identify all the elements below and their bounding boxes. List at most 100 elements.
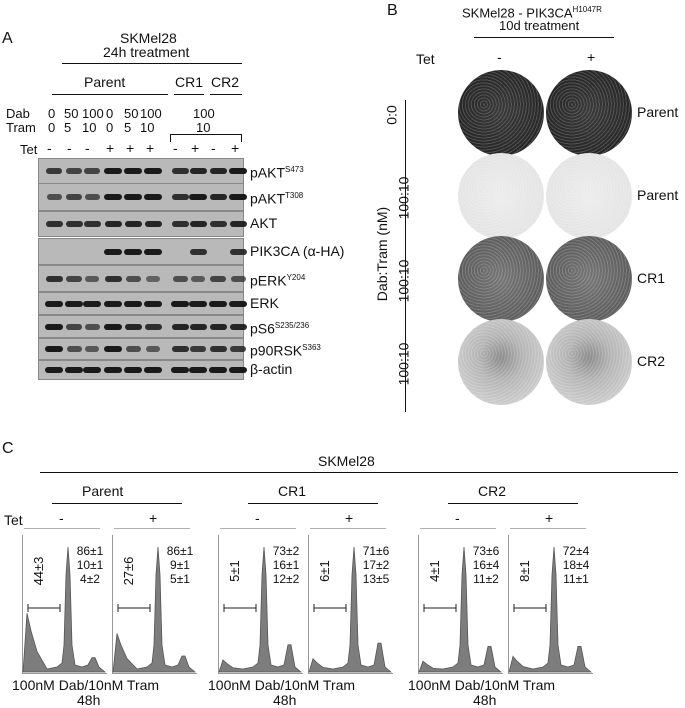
blot-band	[46, 168, 62, 174]
dab-value: 0	[48, 106, 56, 121]
subg1-gate	[313, 604, 347, 612]
blot-strip	[38, 265, 246, 292]
subg1-value: 44±3	[31, 556, 46, 586]
blot-band	[65, 367, 83, 373]
blot-label-sup: S473	[285, 165, 304, 174]
blot-band	[189, 221, 207, 227]
blot-band	[146, 346, 160, 352]
blot-band	[229, 221, 247, 227]
histogram-tet-line	[420, 528, 496, 529]
blot-band	[229, 367, 247, 373]
histogram-curve	[218, 546, 302, 673]
blot-band	[189, 194, 207, 200]
blot-label: pS6S235/236	[250, 319, 309, 336]
tram-value: 0	[106, 120, 114, 135]
blot-band	[45, 367, 63, 373]
dish-row-dose: 0:0	[383, 105, 400, 125]
blot-band	[124, 367, 142, 373]
blot-label-name: pAKT	[250, 164, 286, 181]
colony-dish	[458, 319, 544, 405]
panel-b-title: SKMel28 - PIK3CAH1047R	[462, 3, 602, 20]
footer-line2: 48h	[273, 692, 297, 708]
blot-band	[189, 168, 207, 174]
row-dab-label: Dab	[6, 106, 30, 121]
histogram-group-line	[248, 503, 378, 504]
g2m-value: 12±2	[272, 572, 300, 586]
panel-a-cell-line: SKMel28	[120, 30, 177, 46]
s-value: 16±1	[272, 558, 300, 572]
blot-label-sup: Y204	[286, 272, 306, 282]
panel-c-cell-line: SKMel28	[318, 453, 375, 469]
histogram-frame	[112, 535, 197, 674]
s-value: 16±4	[472, 558, 500, 572]
blot-band	[209, 346, 227, 352]
histogram-curve	[22, 546, 106, 673]
row-tet-label: Tet	[20, 142, 38, 157]
blot-label: ERK	[250, 296, 279, 310]
footer-line2: 48h	[77, 692, 101, 708]
blot-band	[144, 300, 162, 307]
blot-band	[124, 168, 142, 174]
blot-band	[104, 248, 122, 255]
tet-value: -	[85, 140, 90, 156]
blot-label-sup: T308	[285, 191, 304, 200]
blot-strip	[38, 360, 247, 380]
g1-value: 86±1	[166, 544, 194, 558]
tet-value: -	[47, 140, 52, 156]
blot-band	[144, 194, 162, 200]
footer-line1: 100nM Dab/10nM Tram	[208, 677, 356, 693]
tram-value: 10	[140, 120, 155, 135]
blot-band	[171, 221, 189, 227]
histogram-tet-sign: +	[545, 510, 554, 526]
blot-band	[45, 221, 63, 227]
histogram-tet-sign: -	[59, 510, 64, 526]
dish-row-dose: 100:10	[395, 259, 412, 303]
footer-line2: 48h	[473, 692, 497, 708]
tram-value: 5	[124, 120, 132, 135]
blot-band	[189, 300, 207, 307]
subg1-gate	[223, 604, 257, 612]
panel-c-letter: C	[2, 440, 14, 457]
blot-band	[209, 323, 227, 330]
histogram-plot	[112, 546, 196, 673]
blot-band	[171, 346, 189, 352]
dish-row-dose: 100:10	[395, 176, 412, 220]
histogram-tet-line	[220, 528, 296, 529]
group-cr1-line	[174, 94, 204, 95]
blot-label-sup: S235/236	[274, 320, 310, 330]
blot-label-name: pS6	[250, 320, 275, 337]
dab-value: 100	[82, 106, 104, 121]
cr-bracket-left	[170, 134, 171, 142]
blot-band	[104, 275, 122, 282]
tram-value: 10	[82, 120, 97, 135]
blot-label: p90RSKS363	[250, 341, 321, 358]
s-value: 9±1	[170, 558, 190, 572]
blot-band	[172, 275, 188, 282]
blot-band	[66, 168, 82, 174]
panel-c-top-line	[40, 472, 678, 473]
tet-value: +	[126, 140, 135, 156]
dab-value: 50	[124, 106, 139, 121]
cr-bracket-right	[241, 134, 242, 142]
subg1-value: 4±1	[427, 560, 442, 582]
histogram-plot	[508, 546, 592, 673]
g2m-value: 5±1	[170, 572, 190, 586]
panel-b-axis-line	[405, 100, 406, 412]
panel-b-treatment: 10d treatment	[499, 18, 580, 33]
blot-band	[229, 194, 247, 200]
blot-band	[104, 323, 122, 330]
footer-line1: 100nM Dab/10nM Tram	[12, 677, 160, 693]
histogram-frame	[218, 535, 303, 674]
cr-tram-value: 10	[196, 120, 211, 135]
subg1-value: 5±1	[227, 560, 242, 582]
g1-value: 73±6	[472, 544, 500, 558]
blot-label: pERKY204	[250, 271, 305, 288]
blot-band	[125, 346, 141, 352]
histogram-plot	[22, 546, 106, 673]
blot-band	[104, 300, 122, 307]
group-cr2-label: CR2	[211, 74, 240, 90]
histogram-group-line	[52, 503, 182, 504]
blot-band	[66, 275, 82, 282]
blot-band	[209, 221, 227, 227]
blot-band	[46, 194, 62, 200]
